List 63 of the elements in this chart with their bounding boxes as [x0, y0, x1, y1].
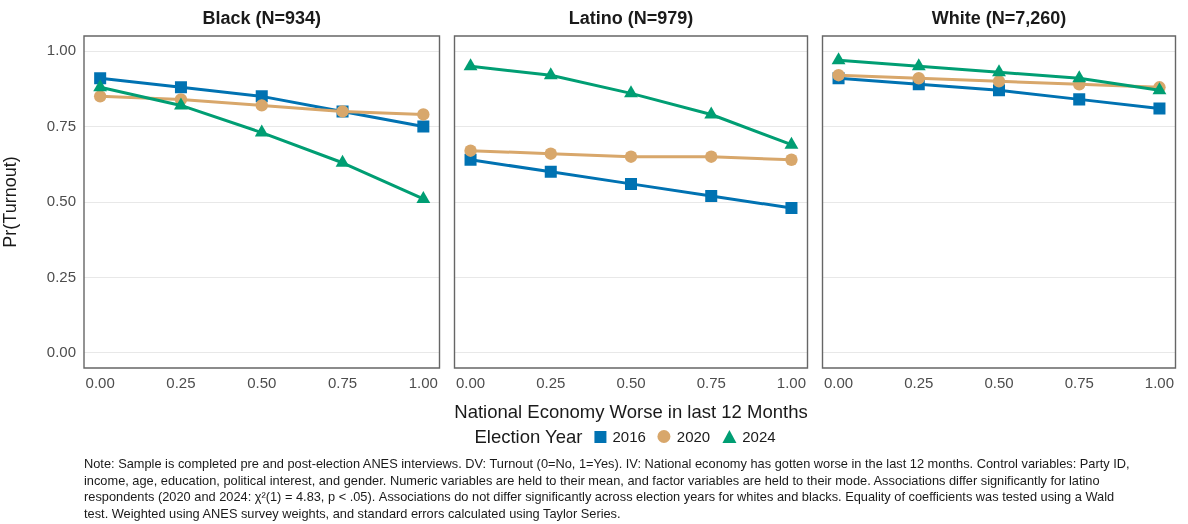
point [544, 147, 557, 160]
point [463, 58, 478, 71]
point [543, 67, 558, 80]
y-tick-label: 0.25 [46, 267, 76, 285]
point [624, 177, 638, 190]
y-tick-label: 0.50 [46, 192, 76, 210]
x-tick-label: 0.75 [696, 374, 726, 392]
point [174, 97, 188, 110]
y-tick-label: 0.75 [46, 116, 76, 134]
point [417, 108, 430, 121]
x-tick-label: 1.00 [1144, 374, 1175, 392]
point [992, 64, 1006, 77]
point [705, 150, 718, 163]
point [416, 190, 431, 203]
x-tick-label: 1.00 [408, 374, 438, 392]
point [912, 72, 925, 85]
point [785, 153, 798, 166]
point [624, 150, 638, 163]
point [335, 154, 350, 167]
x-tick-label: 1.00 [776, 374, 807, 392]
point [254, 124, 269, 137]
legend-label: 2024 [742, 426, 776, 447]
text: Note: Sample is completed pre and post-election ANES interviews. DV: Turnout (0=No, 1=Yes). IV: National economy has gotten worse in the last 12 months. Control variables: Party ID, income, age, education, political interest, and gender. Numeric variables are held to their mean, and factor variables are held to their mode. Associations differ significantly for latino respondents (2020 and 2024: χ²(1) = 4.83, p < .05). Associations do not differ significantly across election years for whites and blacks. Equality of coefficients was tested using a Wald test. Weighted using ANES survey weights, and standard errors calculated using Taylor Series. [84, 456, 1131, 522]
x-tick-label: 0.25 [904, 374, 934, 392]
point [1073, 93, 1086, 106]
point [992, 75, 1006, 88]
point [93, 90, 107, 103]
x-tick-label: 0.00 [85, 374, 115, 392]
x-tick-label: 0.75 [327, 374, 358, 392]
point [785, 202, 798, 215]
legend-title: Election Year [474, 426, 583, 447]
chart-title: Black (N=934) [202, 7, 322, 29]
point [417, 120, 430, 133]
chart-title: White (N=7,260) [931, 7, 1067, 29]
y-tick-label: 0.00 [46, 343, 76, 361]
point [704, 106, 719, 119]
point [464, 144, 477, 157]
point [705, 189, 718, 202]
point [174, 81, 187, 94]
x-tick-label: 0.25 [166, 374, 196, 392]
point [784, 136, 799, 149]
x-tick-label: 0.00 [455, 374, 486, 392]
x-tick-label: 0.50 [247, 374, 277, 392]
point [831, 52, 846, 65]
point [911, 58, 926, 71]
x-tick-label: 0.50 [984, 374, 1014, 392]
point [93, 79, 108, 92]
x-tick-label: 0.00 [823, 374, 854, 392]
x-axis-title: National Economy Worse in last 12 Months [454, 401, 808, 422]
point [624, 85, 638, 98]
chart-title: Latino (N=979) [568, 7, 694, 29]
point [1072, 70, 1087, 83]
point [544, 165, 557, 178]
x-tick-label: 0.75 [1064, 374, 1094, 392]
legend-label: 2016 [612, 426, 646, 447]
y-tick-label: 1.00 [46, 41, 76, 59]
point [255, 99, 268, 112]
x-tick-label: 0.50 [616, 374, 646, 392]
y-axis-title: Pr(Turnout) [0, 156, 20, 248]
point [94, 72, 107, 85]
x-tick-label: 0.25 [536, 374, 566, 392]
legend-label: 2020 [676, 426, 711, 447]
point [1153, 102, 1166, 115]
